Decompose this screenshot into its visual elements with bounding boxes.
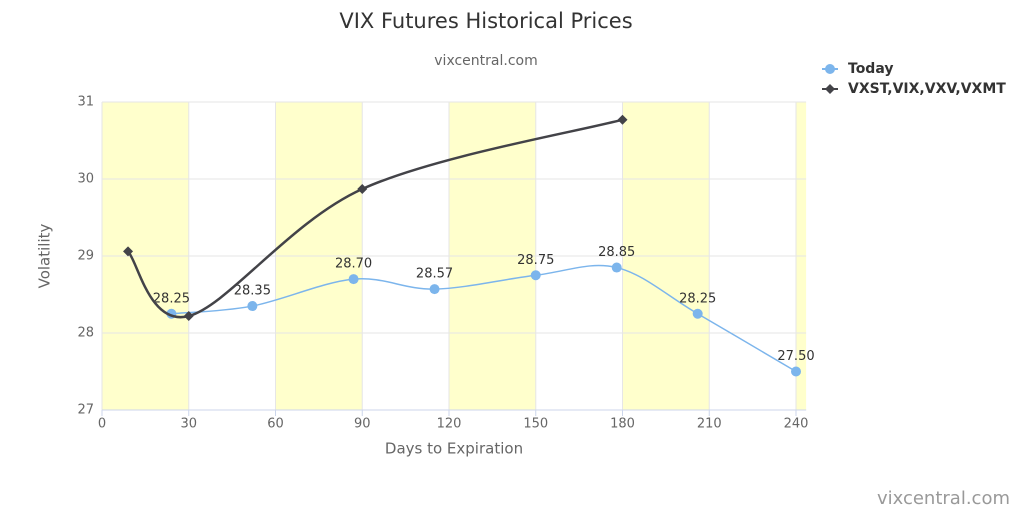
data-label: 28.57 <box>416 267 453 282</box>
x-tick-label: 210 <box>697 417 722 432</box>
legend-label: Today <box>848 61 893 77</box>
y-tick-label: 27 <box>77 403 94 418</box>
data-label: 28.35 <box>234 284 271 299</box>
data-label: 28.25 <box>679 291 716 306</box>
data-label: 28.75 <box>517 253 554 268</box>
x-tick-label: 180 <box>610 417 635 432</box>
y-tick-label: 29 <box>77 249 94 264</box>
marker <box>247 301 258 312</box>
y-tick-label: 30 <box>77 172 94 187</box>
data-label: 28.25 <box>153 291 190 306</box>
data-label: 27.50 <box>777 349 814 364</box>
x-tick-label: 90 <box>354 417 371 432</box>
marker <box>357 184 368 195</box>
legend-label: VXST,VIX,VXV,VXMT <box>848 81 1006 97</box>
marker <box>611 262 622 273</box>
marker <box>123 246 134 257</box>
marker <box>429 284 440 295</box>
chart-subtitle: vixcentral.com <box>434 53 537 69</box>
y-tick-label: 28 <box>77 326 94 341</box>
y-tick-label: 31 <box>77 95 94 110</box>
x-tick-label: 60 <box>267 417 284 432</box>
data-label: 28.70 <box>335 257 372 272</box>
marker <box>791 366 801 377</box>
y-axis-label: Volatility <box>36 223 54 288</box>
credit: vixcentral.com <box>877 488 1010 509</box>
series-line <box>127 118 623 319</box>
marker <box>183 311 194 322</box>
x-tick-label: 150 <box>523 417 548 432</box>
marker <box>692 308 703 319</box>
x-tick-label: 240 <box>784 417 809 432</box>
x-tick-label: 30 <box>180 417 197 432</box>
marker <box>530 270 541 281</box>
marker <box>825 64 835 74</box>
data-label: 28.85 <box>598 245 635 260</box>
marker <box>617 114 628 125</box>
series-line <box>171 264 797 373</box>
x-axis-label: Days to Expiration <box>385 440 523 458</box>
marker <box>348 274 359 285</box>
marker <box>825 84 835 94</box>
chart-title: VIX Futures Historical Prices <box>339 9 632 33</box>
x-tick-label: 0 <box>98 417 106 432</box>
x-tick-label: 120 <box>437 417 462 432</box>
